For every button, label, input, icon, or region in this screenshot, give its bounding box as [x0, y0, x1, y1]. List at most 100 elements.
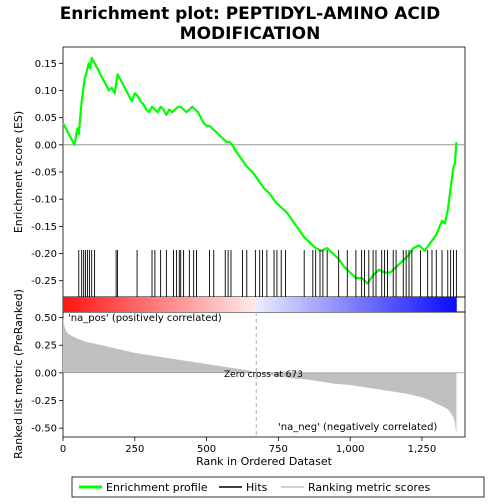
rank-bar-segment [279, 297, 284, 312]
rank-bar-segment [212, 297, 217, 312]
rank-bar-segment [409, 297, 414, 312]
rank-bar-segment [350, 297, 355, 312]
rank-bar-segment [141, 297, 147, 312]
rank-bar-segment [342, 297, 347, 312]
es-y-tick-label: 0.15 [35, 59, 57, 70]
zero-cross-label: Zero cross at 673 [224, 370, 303, 380]
x-tick-label: 0 [60, 444, 66, 455]
rank-bar-segment [145, 297, 150, 312]
rank-bar-segment [90, 297, 95, 312]
legend-label-metric: Ranking metric scores [308, 481, 430, 494]
rank-bar-segment [216, 297, 221, 312]
es-y-tick-label: -0.20 [31, 249, 57, 260]
rank-bar-segment [63, 297, 68, 312]
rank-bar-segment [94, 297, 99, 312]
rank-bar-segment [361, 297, 367, 312]
rank-bar-segment [283, 297, 288, 312]
legend-box [71, 476, 485, 498]
rank-bar-segment [405, 297, 410, 312]
es-axis-label: Enrichment score (ES) [12, 111, 25, 233]
rank-bar-segment [381, 297, 386, 312]
rank-bar-segment [271, 297, 276, 312]
rank-bar-segment [291, 297, 296, 312]
x-axis-label: Rank in Ordered Dataset [196, 455, 333, 468]
rank-color-bar [63, 297, 457, 312]
rank-bar-segment [452, 297, 457, 312]
rank-bar-segment [267, 297, 272, 312]
rank-bar-segment [330, 297, 335, 312]
enrichment-profile-line [62, 56, 458, 285]
rank-bar-segment [436, 297, 442, 312]
rank-bar-segment [165, 297, 170, 312]
rank-bar-segment [373, 297, 379, 312]
rank-bar-segment [157, 297, 162, 312]
es-y-tick-label: 0.00 [35, 140, 57, 151]
rank-bar-segment [220, 297, 225, 312]
rank-bar-segment [184, 297, 190, 312]
rank-bar-segment [102, 297, 107, 312]
rank-bar-segment [322, 297, 327, 312]
rank-bar-segment [153, 297, 158, 312]
rank-bar-segment [114, 297, 119, 312]
rank-bar-segment [173, 297, 178, 312]
x-tick-label: 750 [269, 444, 288, 455]
rank-bar-segment [314, 297, 320, 312]
metric-y-tick-label: 0.00 [35, 368, 57, 379]
rank-bar-segment [188, 297, 194, 312]
chart-title-line1: Enrichment plot: PEPTIDYL-AMINO ACID [60, 4, 441, 24]
rank-bar-segment [413, 297, 418, 312]
rank-bar-segment [299, 297, 304, 312]
rank-bar-segment [247, 297, 253, 312]
rank-bar-segment [306, 297, 312, 312]
rank-bar-segment [369, 297, 375, 312]
rank-bar-segment [428, 297, 434, 312]
rank-bar-segment [420, 297, 426, 312]
rank-bar-segment [338, 297, 343, 312]
rank-bar-segment [224, 297, 229, 312]
rank-bar-segment [448, 297, 453, 312]
rank-bar-segment [318, 297, 324, 312]
rank-bar-segment [354, 297, 359, 312]
rank-bar-segment [424, 297, 430, 312]
rank-bar-segment [377, 297, 383, 312]
legend: Enrichment profile Hits Ranking metric s… [71, 476, 485, 498]
es-y-tick-label: -0.05 [31, 168, 57, 179]
rank-bar-segment [110, 297, 115, 312]
rank-bar-segment [196, 297, 202, 312]
rank-bar-segment [397, 297, 402, 312]
rank-bar-segment [208, 297, 213, 312]
x-tick-label: 500 [197, 444, 216, 455]
hits-area [78, 250, 457, 297]
rank-bar-segment [401, 297, 406, 312]
positive-correlation-label: 'na_pos' (positively correlated) [68, 313, 222, 324]
rank-bar-segment [228, 297, 233, 312]
rank-bar-segment [240, 297, 245, 312]
metric-y-tick-label: -0.25 [31, 396, 57, 407]
rank-bar-segment [149, 297, 154, 312]
rank-bar-segment [70, 297, 76, 312]
rank-bar-segment [346, 297, 351, 312]
legend-label-hits: Hits [246, 481, 268, 494]
rank-bar-segment [326, 297, 331, 312]
rank-bar-segment [444, 297, 449, 312]
rank-bar-segment [417, 297, 422, 312]
rank-bar-segment [200, 297, 206, 312]
rank-bar-segment [133, 297, 139, 312]
rank-bar-segment [78, 297, 84, 312]
rank-bar-segment [74, 297, 80, 312]
x-tick-label: 1,000 [336, 444, 365, 455]
rank-bar-segment [177, 297, 182, 312]
rank-bar-segment [389, 297, 394, 312]
rank-bar-segment [255, 297, 261, 312]
x-tick-label: 1,250 [408, 444, 437, 455]
rank-bar-segment [98, 297, 103, 312]
x-tick-label: 250 [125, 444, 144, 455]
es-y-tick-label: 0.05 [35, 113, 57, 124]
rank-bar-segment [440, 297, 445, 312]
es-y-tick-label: -0.15 [31, 222, 57, 233]
rank-bar-segment [129, 297, 135, 312]
metric-y-tick-label: 0.25 [35, 341, 57, 352]
rank-bar-segment [122, 297, 127, 312]
legend-label-enrichment: Enrichment profile [106, 481, 208, 494]
